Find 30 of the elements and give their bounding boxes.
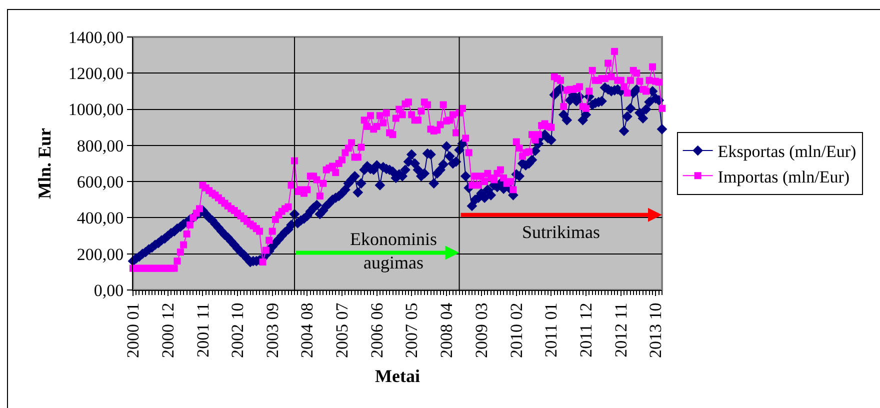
annotation: Sutrikimas bbox=[522, 222, 600, 242]
x-tick-label: 2012 11 bbox=[611, 302, 630, 358]
legend-label: Eksportas (mln/Eur) bbox=[718, 142, 856, 162]
y-tick-label: 800,00 bbox=[76, 136, 124, 156]
annotation: Ekonominis augimas bbox=[350, 229, 438, 272]
x-tick-label: 2006 06 bbox=[367, 302, 386, 358]
x-tick-label: 2001 11 bbox=[193, 302, 212, 358]
y-tick-label: 600,00 bbox=[76, 172, 124, 192]
x-tick-label: 2010 02 bbox=[506, 302, 526, 358]
y-tick-label: 1400,00 bbox=[68, 28, 124, 47]
x-axis-title: Metai bbox=[375, 366, 420, 386]
y-tick-label: 1000,00 bbox=[68, 100, 124, 120]
x-tick-label: 2000 12 bbox=[158, 302, 178, 358]
x-tick-label: 2000 01 bbox=[124, 302, 143, 358]
legend-label: Importas (mln/Eur) bbox=[718, 167, 850, 186]
x-tick-label: 2008 04 bbox=[437, 302, 456, 358]
y-axis-title: Mln. Eur bbox=[34, 128, 55, 200]
x-tick-label: 2004 08 bbox=[298, 302, 317, 358]
x-tick-label: 2003 09 bbox=[262, 302, 282, 358]
y-tick-label: 1200,00 bbox=[68, 64, 124, 84]
y-tick-label: 0,00 bbox=[94, 280, 124, 300]
x-tick-label: 2002 10 bbox=[228, 302, 248, 358]
x-tick-label: 2005 07 bbox=[332, 302, 352, 358]
y-tick-label: 400,00 bbox=[76, 208, 124, 228]
x-tick-label: 2011 12 bbox=[576, 302, 596, 358]
y-tick-label: 200,00 bbox=[76, 244, 124, 264]
x-tick-label: 2011 01 bbox=[542, 302, 561, 358]
x-tick-label: 2007 05 bbox=[402, 302, 422, 358]
x-tick-label: 2013 10 bbox=[646, 302, 666, 358]
x-tick-label: 2009 03 bbox=[472, 302, 491, 358]
